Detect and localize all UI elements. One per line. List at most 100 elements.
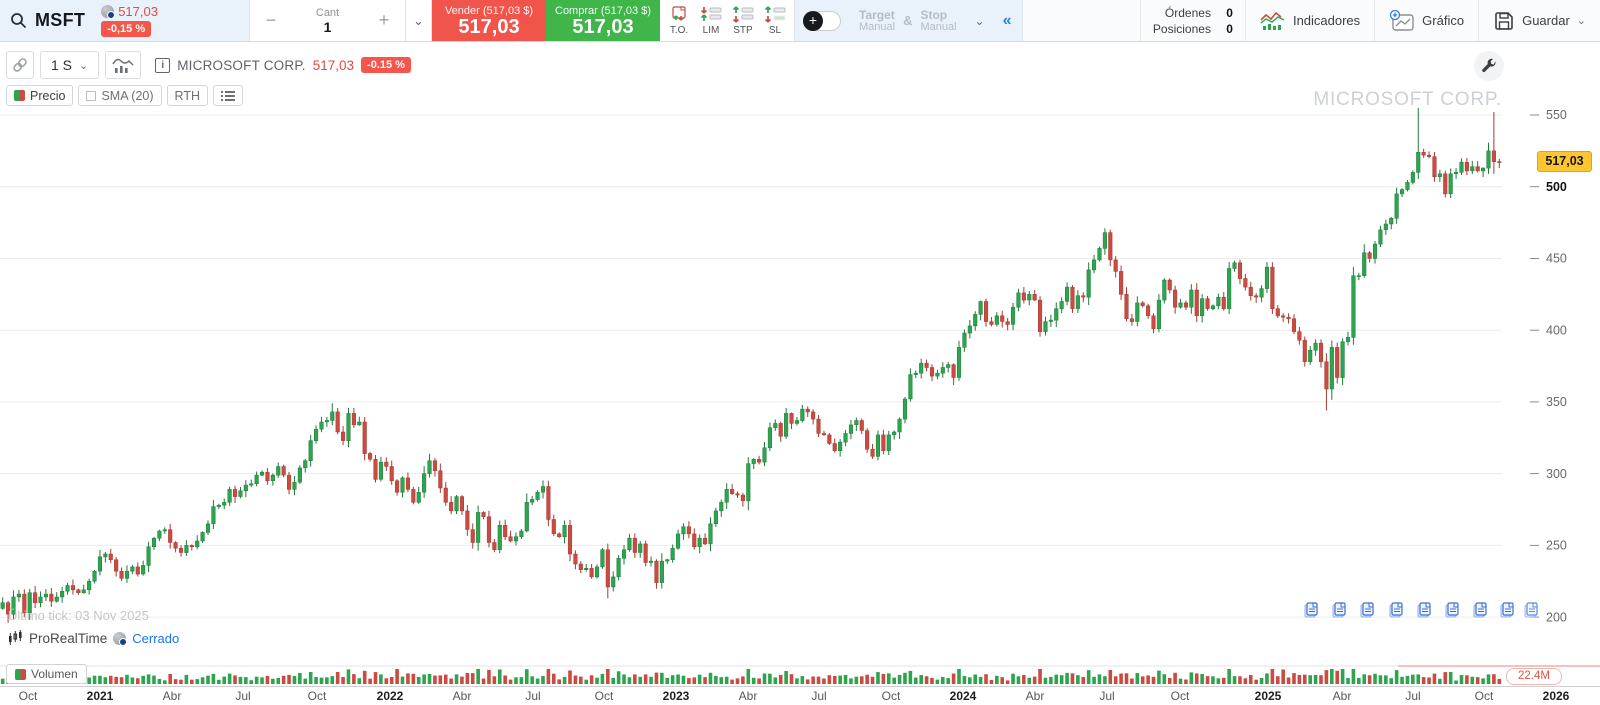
volume-bar [190,679,194,684]
candle-body [411,489,416,503]
order-type-lim[interactable]: LIM [700,6,722,36]
order-type-to[interactable]: T.O. [668,5,690,36]
volume-bar [303,678,308,684]
collapse-panel-button[interactable]: « [993,0,1023,41]
volume-bar [1324,670,1329,684]
volume-bar [546,669,551,684]
candle-body [1070,286,1075,309]
candle-body [703,537,708,545]
positions-row[interactable]: Posiciones 0 [1153,22,1233,36]
sell-button[interactable]: Vender (517,03 $) 517,03 [432,0,546,41]
candle-body [735,493,740,496]
x-axis-label: Abr [738,689,758,703]
volume-bar [1270,669,1275,684]
candle-body [1038,299,1043,332]
target-stop-chevron[interactable]: ⌄ [974,13,985,28]
candle-body [1227,268,1232,309]
news-marker-icon[interactable] [1304,602,1318,618]
chart-button[interactable]: Gráfico [1375,0,1480,41]
candle-body [973,314,978,327]
candle-body [1340,341,1345,378]
info-icon[interactable]: i [155,57,171,73]
news-marker-icon[interactable] [1500,602,1514,618]
search-icon[interactable] [10,12,27,29]
news-marker-icon[interactable] [1445,602,1459,618]
sma-checkbox[interactable] [86,90,97,101]
rth-label: RTH [174,88,201,103]
price-series-button[interactable]: Precio [6,85,74,106]
chart-style-button[interactable] [105,51,142,79]
order-type-sl[interactable]: SL [764,5,786,36]
chart-settings-button[interactable] [1474,51,1504,81]
target-stop-toggle[interactable]: + [803,10,841,31]
timeframe-selector[interactable]: 1 S ⌄ [40,51,100,79]
candle-body [897,418,902,433]
volume-bar [751,677,756,684]
candle-body [1167,279,1172,291]
qty-options-chevron[interactable]: ⌄ [406,0,432,41]
candle-body [76,589,81,593]
volume-bar [584,679,589,684]
indicators-button[interactable]: Indicadores [1246,0,1376,41]
qty-decrease-button[interactable]: − [265,10,277,30]
volume-bar [805,679,810,684]
qty-increase-button[interactable]: + [378,10,390,30]
buy-button[interactable]: Comprar (517,03 $) 517,03 [546,0,660,41]
candle-body [1048,319,1053,322]
price-chart-pane[interactable]: 550 500 450 400 350 300 250 200 [0,42,1600,705]
volume-series-button[interactable]: Volumen [6,664,87,684]
candle-body [492,542,497,550]
to-icon [672,5,686,21]
qty-value[interactable]: 1 [323,18,332,35]
volume-bar [924,676,929,684]
candle-body [816,418,821,434]
news-marker-icon[interactable] [1473,602,1487,618]
provider-name[interactable]: ProRealTime [29,630,108,646]
volume-bar [1362,674,1367,684]
candle-body [341,431,346,441]
news-marker-icon[interactable] [1417,602,1431,618]
top-toolbar: MSFT 517,03 -0,15 % − Cant 1 + ⌄ [0,0,1600,42]
volume-bar [1205,676,1210,684]
order-type-stp[interactable]: STP [732,5,754,36]
sma-toggle-button[interactable]: SMA (20) [78,85,162,106]
link-instrument-button[interactable] [6,51,34,79]
news-marker-icon[interactable] [1332,602,1346,618]
candle-body [989,321,994,325]
news-marker-icon[interactable] [1360,602,1374,618]
series-list-button[interactable] [213,85,244,106]
candle-body [794,420,799,424]
x-axis-label: Oct [881,689,901,703]
volume-bar [411,673,416,684]
volume-bar [1497,678,1502,684]
candle-body [108,553,113,560]
candle-body [11,596,16,615]
news-marker-icon[interactable] [1389,602,1403,618]
candle-body [238,490,243,497]
symbol-name[interactable]: MSFT [35,10,86,30]
volume-bar [859,676,864,684]
candle-body [1237,262,1243,279]
x-axis[interactable]: Oct 2021 Abr Jul Oct 2022 Abr Jul Oct 2023 Abr Jul O… [0,686,1600,705]
save-button[interactable]: Guardar ⌄ [1479,0,1600,41]
orders-row[interactable]: Órdenes 0 [1165,6,1233,20]
x-axis-label: Jul [811,689,827,703]
volume-bar [876,672,880,684]
candle-body [1243,278,1248,288]
candle-body [1389,218,1394,225]
candle-body [222,502,227,506]
volume-bar [470,673,475,684]
volume-bar [325,677,329,684]
news-marker-icon[interactable] [1524,602,1538,618]
candle-body [1065,286,1070,302]
market-status-text[interactable]: Cerrado [132,630,180,646]
candle-body [627,537,632,550]
volume-bar [179,679,183,684]
save-chevron[interactable]: ⌄ [1576,15,1586,27]
candle-body [1367,252,1372,259]
rth-button[interactable]: RTH [166,85,209,106]
candle-body [1470,166,1475,172]
candle-body [562,525,567,538]
instrument-info: i MICROSOFT CORP. 517,03 -0.15 % [155,57,411,73]
quantity-stepper[interactable]: Cant 1 [316,7,339,35]
